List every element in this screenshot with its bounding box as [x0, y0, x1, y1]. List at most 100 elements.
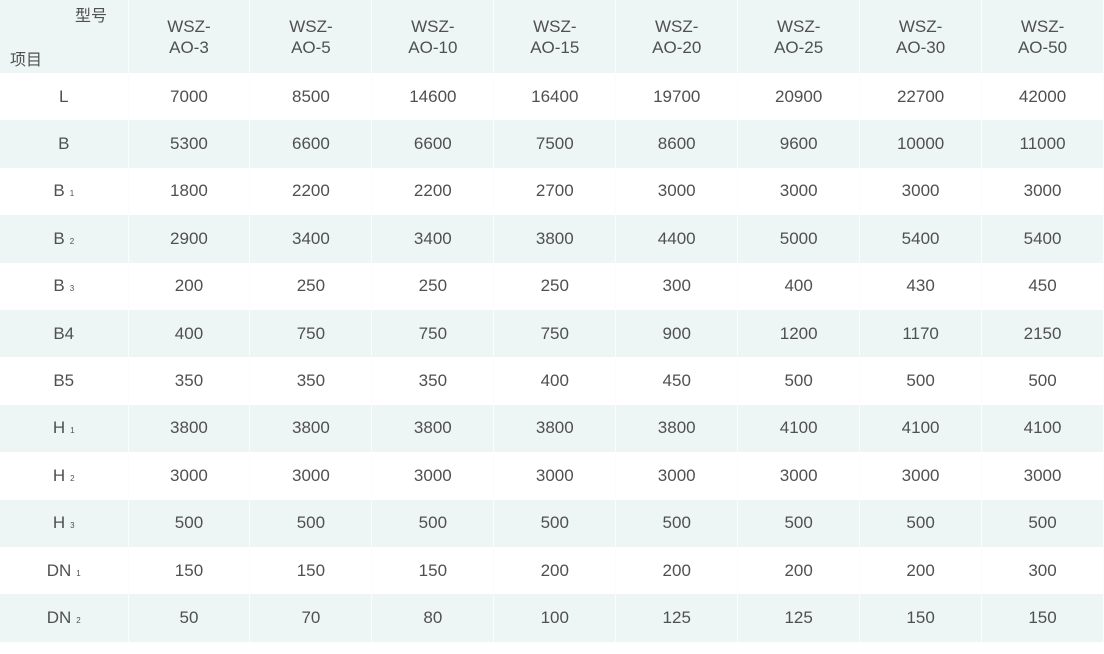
value-cell: 500 — [737, 357, 861, 405]
value-cell: 3000 — [615, 167, 739, 216]
table-row: H 1 3800 3800 3800 3800 3800 4100 4100 4100 — [0, 404, 1104, 453]
value-cell: 200 — [128, 262, 251, 310]
table-row: B 2 2900 3400 3400 3800 4400 5000 5400 5400 — [0, 215, 1104, 263]
value-cell: 2900 — [128, 215, 251, 263]
model-name-line1: WSZ- — [411, 16, 455, 36]
model-header: WSZ- AO-15 — [493, 0, 617, 73]
value-cell: 3000 — [371, 452, 495, 500]
table-row: L 7000 8500 14600 16400 19700 20900 22700 42000 — [0, 73, 1104, 121]
value-cell: 20900 — [737, 73, 861, 121]
item-name: B4 — [53, 323, 75, 343]
value-cell: 5400 — [859, 215, 983, 263]
value-cell: 125 — [615, 594, 739, 642]
model-name-line2: AO-3 — [169, 37, 209, 57]
value-cell: 250 — [371, 262, 495, 310]
model-name-line2: AO-5 — [291, 37, 331, 57]
item-name: B5 — [53, 371, 75, 391]
item-name: DN — [46, 607, 72, 627]
model-name-line1: WSZ- — [1020, 16, 1065, 36]
value-cell: 8500 — [249, 73, 373, 121]
value-cell: 200 — [859, 546, 983, 595]
value-cell: 5000 — [737, 215, 861, 263]
item-cell: B5 — [0, 357, 129, 405]
value-cell: 4400 — [615, 215, 739, 263]
item-label: 项目 — [10, 52, 43, 69]
item-cell: L — [0, 73, 129, 121]
value-cell: 7000 — [128, 73, 251, 121]
item-name: B — [53, 228, 65, 248]
model-name-line2: AO-50 — [1017, 37, 1068, 57]
value-cell: 150 — [981, 594, 1104, 642]
value-cell: 200 — [737, 546, 861, 595]
value-cell: 500 — [615, 499, 739, 547]
model-name-line2: AO-25 — [774, 37, 824, 57]
table-row: B 1 1800 2200 2200 2700 3000 3000 3000 3000 — [0, 167, 1104, 216]
model-header: WSZ- AO-50 — [981, 0, 1104, 73]
model-header: WSZ- AO-25 — [737, 0, 861, 73]
value-cell: 500 — [371, 499, 495, 547]
item-name: H — [52, 465, 66, 485]
value-cell: 300 — [615, 262, 739, 310]
value-cell: 900 — [615, 309, 739, 358]
value-cell: 300 — [981, 546, 1104, 595]
value-cell: 3000 — [493, 452, 617, 500]
value-cell: 3800 — [128, 404, 251, 453]
value-cell: 500 — [128, 499, 251, 547]
value-cell: 500 — [493, 499, 617, 547]
table-row: H 2 3000 3000 3000 3000 3000 3000 3000 3000 — [0, 452, 1104, 500]
value-cell: 80 — [371, 594, 495, 642]
value-cell: 3400 — [371, 215, 495, 263]
item-name: H — [52, 513, 66, 533]
value-cell: 3000 — [981, 167, 1104, 216]
item-name: L — [59, 86, 69, 106]
value-cell: 3000 — [737, 452, 861, 500]
value-cell: 14600 — [371, 73, 495, 121]
value-cell: 250 — [249, 262, 373, 310]
value-cell: 22700 — [859, 73, 983, 121]
item-subscript: 2 — [76, 615, 81, 625]
item-subscript: 1 — [76, 568, 81, 578]
table-body: L 7000 8500 14600 16400 19700 20900 22700 42000 B… — [0, 73, 1104, 642]
value-cell: 4100 — [981, 404, 1104, 453]
value-cell: 2700 — [493, 167, 617, 216]
value-cell: 250 — [493, 262, 617, 310]
value-cell: 3000 — [859, 167, 983, 216]
item-subscript: 2 — [70, 473, 75, 483]
item-subscript: 1 — [70, 426, 75, 436]
item-subscript: 3 — [70, 521, 75, 531]
value-cell: 500 — [981, 499, 1104, 547]
model-name-line1: WSZ- — [776, 16, 821, 36]
value-cell: 150 — [859, 594, 983, 642]
value-cell: 350 — [371, 357, 495, 405]
value-cell: 750 — [493, 309, 617, 358]
item-cell: B — [0, 120, 129, 168]
value-cell: 5300 — [128, 120, 251, 168]
value-cell: 70 — [249, 594, 373, 642]
item-name: B — [53, 276, 65, 296]
value-cell: 11000 — [981, 120, 1104, 168]
item-name: B — [53, 181, 65, 201]
value-cell: 500 — [737, 499, 861, 547]
value-cell: 200 — [615, 546, 739, 595]
table-row: DN 1 150 150 150 200 200 200 200 300 — [0, 546, 1104, 595]
model-header: WSZ- AO-10 — [371, 0, 495, 73]
item-name: H — [52, 418, 66, 438]
value-cell: 430 — [859, 262, 983, 310]
value-cell: 350 — [249, 357, 373, 405]
value-cell: 3800 — [493, 215, 617, 263]
model-name-line1: WSZ- — [167, 16, 211, 36]
value-cell: 500 — [859, 499, 983, 547]
value-cell: 150 — [128, 546, 251, 595]
table-row: B4 400 750 750 750 900 1200 1170 2150 — [0, 309, 1104, 358]
value-cell: 500 — [249, 499, 373, 547]
table-row: B 3 200 250 250 250 300 400 430 450 — [0, 262, 1104, 310]
value-cell: 50 — [128, 594, 251, 642]
value-cell: 400 — [128, 309, 251, 358]
value-cell: 3000 — [981, 452, 1104, 500]
value-cell: 3800 — [493, 404, 617, 453]
value-cell: 450 — [981, 262, 1104, 310]
